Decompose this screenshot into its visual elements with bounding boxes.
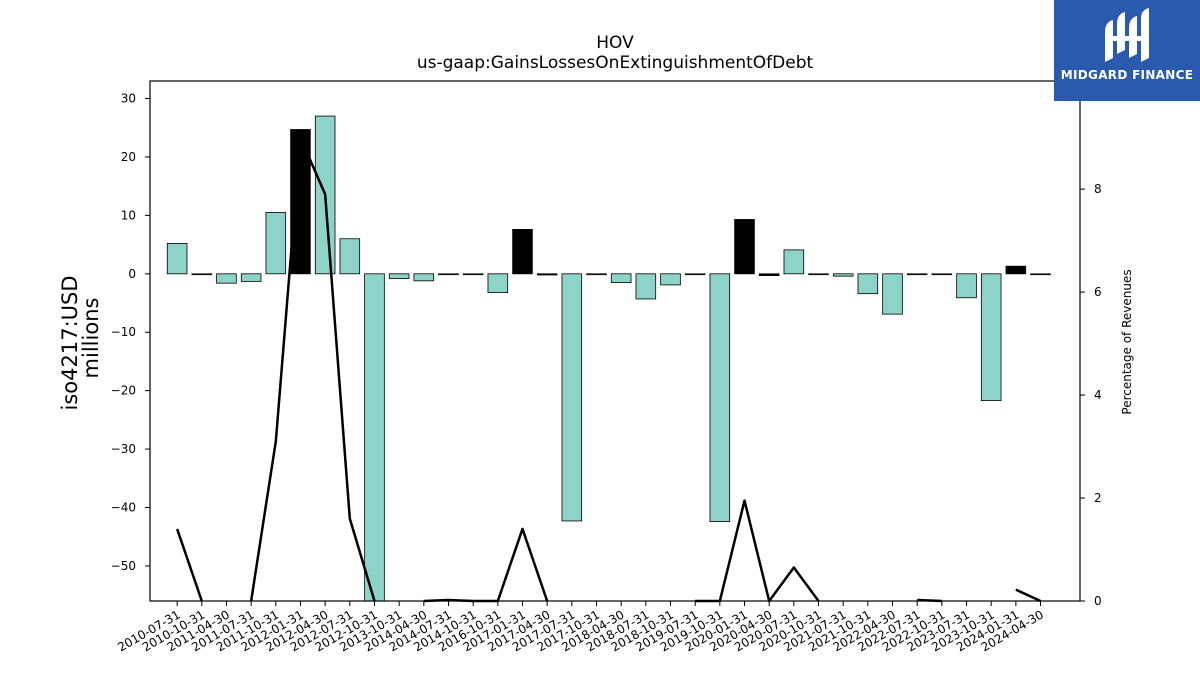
bar-series bbox=[166, 115, 1051, 602]
bar bbox=[882, 273, 903, 315]
bar bbox=[487, 273, 509, 293]
bar bbox=[906, 273, 928, 276]
bar bbox=[339, 238, 361, 275]
midgard-logo-icon bbox=[1105, 8, 1149, 62]
y-tick-label: 10 bbox=[121, 208, 136, 222]
bar bbox=[808, 273, 829, 276]
series-line bbox=[175, 528, 203, 602]
bar bbox=[980, 273, 1002, 401]
bar bbox=[536, 273, 558, 276]
bar bbox=[290, 129, 311, 275]
chart-title: HOV bbox=[596, 33, 634, 53]
bar bbox=[438, 273, 459, 276]
y2-tick-label: 6 bbox=[1094, 285, 1102, 299]
bar bbox=[931, 273, 953, 276]
x-axis: 2010-07-312010-10-312011-04-302011-07-31… bbox=[115, 601, 1046, 654]
logo: MIDGARD FINANCE bbox=[1054, 0, 1200, 101]
y2-tick-label: 8 bbox=[1094, 182, 1102, 196]
bar bbox=[684, 273, 706, 276]
y-tick-label: 20 bbox=[121, 150, 136, 164]
y-tick-label: 30 bbox=[121, 92, 136, 106]
series-line bbox=[249, 136, 376, 602]
logo-text: MIDGARD FINANCE bbox=[1060, 68, 1194, 82]
y-tick-label: −10 bbox=[111, 325, 136, 339]
y2-tick-label: 2 bbox=[1094, 491, 1102, 505]
y-axis-label: iso4217:USD bbox=[58, 275, 82, 410]
y-tick-label: −40 bbox=[111, 501, 136, 515]
bar bbox=[191, 273, 213, 276]
y2-axis-label: Percentage of Revenues bbox=[1120, 269, 1134, 414]
bar bbox=[216, 273, 237, 284]
y-tick-label: −20 bbox=[111, 384, 136, 398]
y2-tick-label: 0 bbox=[1094, 594, 1102, 608]
y-tick-label: −30 bbox=[111, 442, 136, 456]
plot-frame bbox=[149, 80, 1081, 602]
bar bbox=[413, 273, 435, 282]
bar bbox=[388, 273, 410, 279]
bar bbox=[635, 273, 657, 300]
bar bbox=[166, 243, 188, 275]
y-axis-right: 0246810 bbox=[1080, 79, 1109, 608]
y-axis-label-units: millions bbox=[79, 298, 103, 379]
bar bbox=[265, 212, 287, 275]
y-axis-left: 30 20 10 0 −10 −20 −30 −40 −50 bbox=[111, 92, 150, 573]
series-line bbox=[1015, 588, 1042, 603]
bar bbox=[512, 228, 533, 275]
bar bbox=[1005, 265, 1027, 275]
bar bbox=[783, 249, 805, 275]
bar bbox=[857, 273, 879, 295]
y2-tick-label: 4 bbox=[1094, 388, 1102, 402]
bar bbox=[660, 273, 681, 286]
y-tick-label: 0 bbox=[128, 267, 136, 281]
bar bbox=[240, 273, 262, 282]
bar bbox=[734, 219, 755, 275]
bar bbox=[956, 273, 977, 299]
bar bbox=[462, 273, 484, 276]
series-line bbox=[423, 527, 549, 603]
bar bbox=[758, 273, 780, 276]
bar bbox=[364, 273, 385, 602]
chart-subtitle: us-gaap:GainsLossesOnExtinguishmentOfDeb… bbox=[417, 53, 814, 73]
bar bbox=[1030, 273, 1051, 276]
bar bbox=[561, 273, 583, 522]
bar bbox=[709, 273, 731, 522]
bar bbox=[832, 273, 854, 277]
bar bbox=[610, 273, 632, 283]
bar bbox=[586, 273, 607, 276]
y-tick-label: −50 bbox=[111, 559, 136, 573]
